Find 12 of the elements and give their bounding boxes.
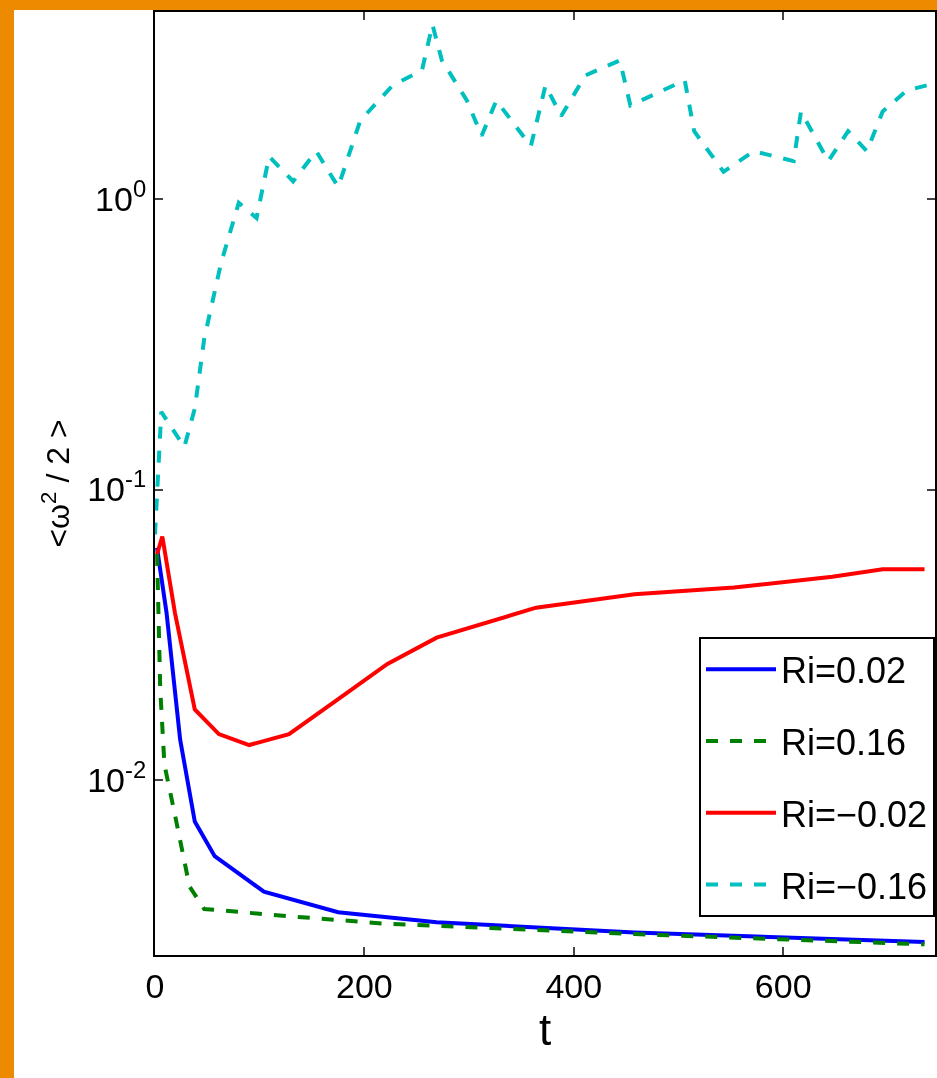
x-tick-label: 600 [754,966,812,1005]
legend-label: Ri=−0.16 [781,865,928,907]
x-tick-label: 400 [545,966,603,1005]
legend-label: Ri=0.16 [781,722,907,764]
y-tick-label: 10$^{-2}$ [87,755,147,799]
y-tick-label: 10$^{-1}$ [87,465,147,509]
legend-label: Ri=−0.02 [781,793,928,835]
x-tick-label: 0 [145,966,165,1005]
y-tick-label: 10$^{0}$ [95,174,147,218]
legend-label: Ri=0.02 [781,650,907,692]
x-tick-label: 200 [336,966,393,1005]
x-axis-title: t [538,1004,552,1054]
